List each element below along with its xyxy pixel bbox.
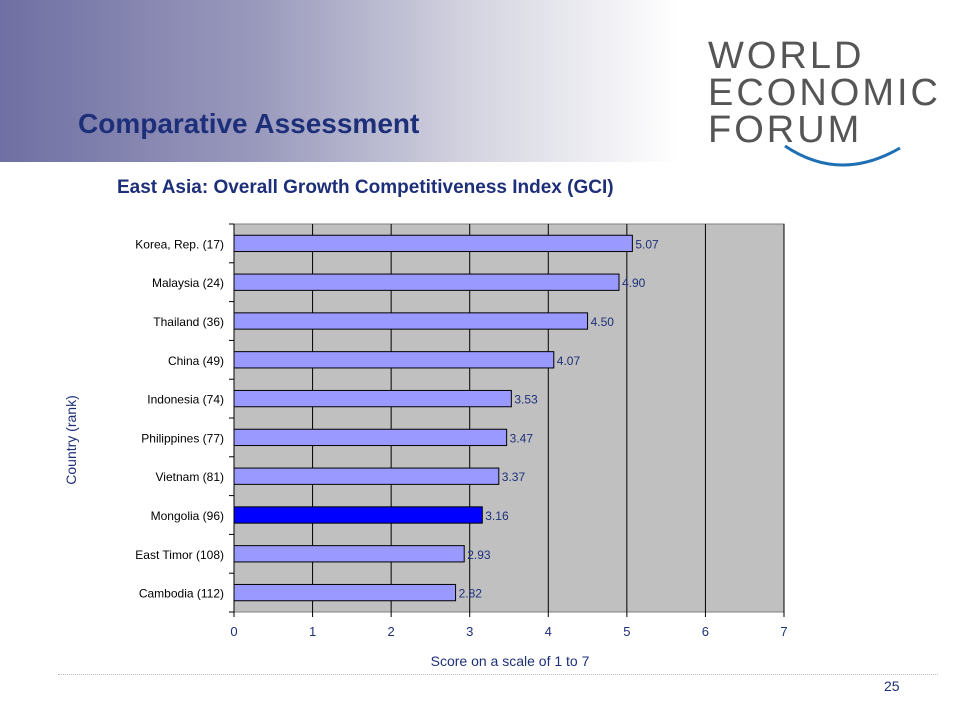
category-label: Thailand (36) xyxy=(153,315,224,329)
category-label: Vietnam (81) xyxy=(156,470,224,484)
bar xyxy=(233,312,589,330)
bar xyxy=(233,273,620,291)
category-label: Malaysia (24) xyxy=(152,276,224,290)
bar xyxy=(233,428,508,447)
x-tick-label: 2 xyxy=(388,624,395,639)
bar xyxy=(233,545,465,563)
category-label: Mongolia (96) xyxy=(151,509,224,523)
category-label: Cambodia (112) xyxy=(139,587,224,601)
bar-value-label: 2.93 xyxy=(467,548,491,562)
bar xyxy=(233,351,555,369)
bar-value-label: 3.47 xyxy=(510,431,534,445)
bar xyxy=(233,234,633,253)
bar-value-label: 3.16 xyxy=(485,509,509,523)
highlight-bar xyxy=(233,506,483,524)
slide-title: Comparative Assessment xyxy=(78,108,420,139)
wef-logo: WORLD ECONOMIC FORUM xyxy=(690,28,938,178)
page-number: 25 xyxy=(884,678,900,694)
category-label: East Timor (108) xyxy=(135,548,224,562)
x-tick-label: 3 xyxy=(466,624,473,639)
bar xyxy=(233,583,457,602)
x-tick-label: 7 xyxy=(780,624,787,639)
bar-value-label: 4.90 xyxy=(622,276,646,290)
x-axis-label: Score on a scale of 1 to 7 xyxy=(431,653,590,669)
bar-value-label: 2.82 xyxy=(459,587,483,601)
bar-value-label: 3.53 xyxy=(514,393,538,407)
bar-value-label: 3.37 xyxy=(502,470,526,484)
x-tick-label: 6 xyxy=(702,624,709,639)
category-label: Philippines (77) xyxy=(141,431,224,445)
x-tick-label: 0 xyxy=(230,624,237,639)
logo-line-2: ECONOMIC xyxy=(708,72,941,114)
logo-arc-icon xyxy=(784,144,901,167)
chart-title: East Asia: Overall Growth Competitivenes… xyxy=(117,177,614,198)
y-axis-label: Country (rank) xyxy=(63,395,79,484)
bar-value-label: 4.50 xyxy=(591,315,615,329)
category-label: Indonesia (74) xyxy=(147,393,224,407)
footer-divider xyxy=(58,674,938,675)
category-label: Korea, Rep. (17) xyxy=(135,237,224,251)
bar xyxy=(233,389,512,408)
category-label: China (49) xyxy=(168,354,224,368)
x-tick-label: 5 xyxy=(623,624,630,639)
bar-value-label: 5.07 xyxy=(635,237,659,251)
x-tick-label: 1 xyxy=(309,624,316,639)
header-band xyxy=(0,0,960,162)
bar xyxy=(233,467,500,485)
logo-line-3: FORUM xyxy=(708,109,863,151)
x-tick-label: 4 xyxy=(545,624,552,639)
bar-value-label: 4.07 xyxy=(557,354,581,368)
logo-line-1: WORLD xyxy=(708,35,865,77)
